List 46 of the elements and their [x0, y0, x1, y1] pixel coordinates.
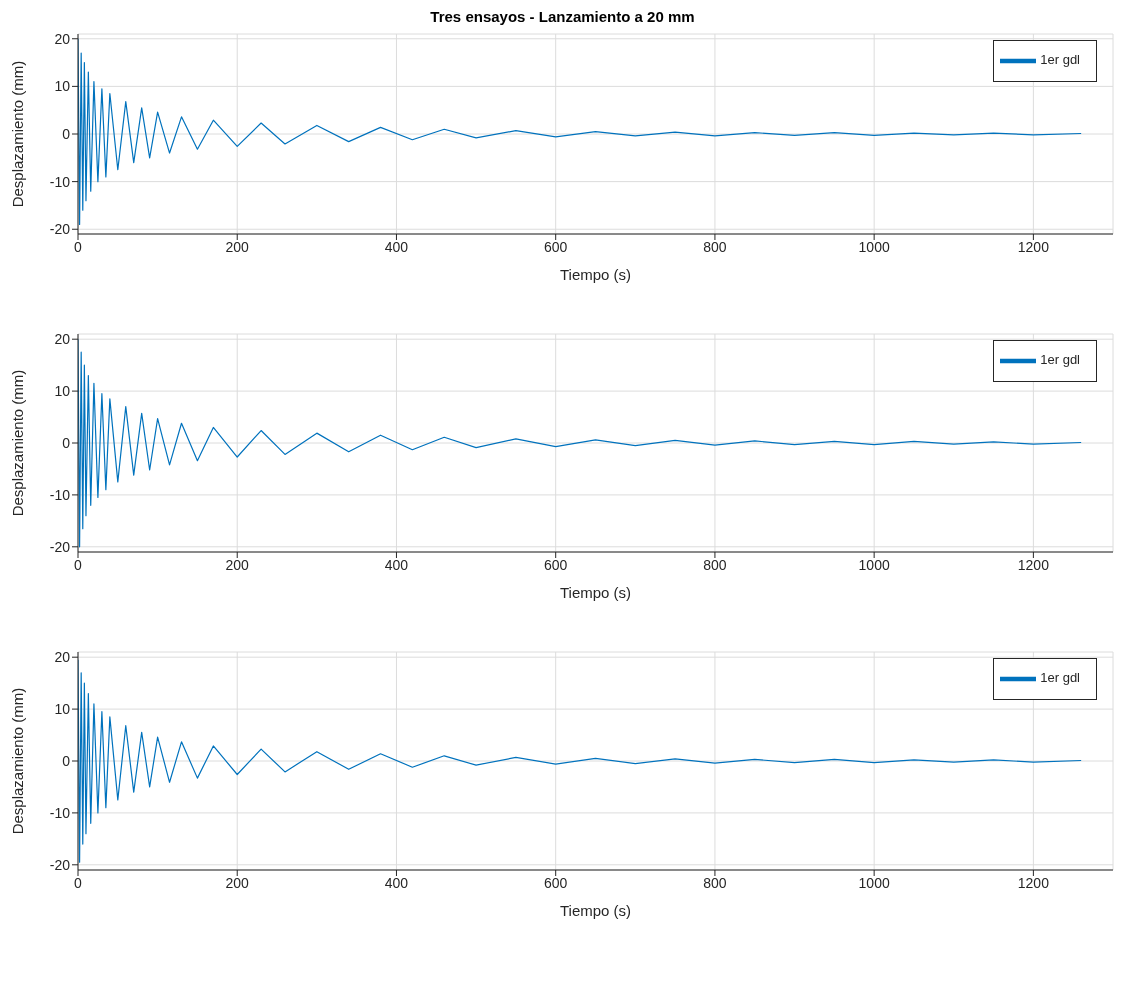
x-tick-label: 800 — [703, 238, 727, 255]
x-tick-label: 1200 — [1017, 238, 1050, 255]
x-axis-title: Tiempo (s) — [559, 902, 632, 919]
y-tick-label: 0 — [62, 125, 71, 142]
y-axis-title: Desplazamiento (mm) — [9, 60, 27, 208]
x-tick-label: 600 — [544, 556, 568, 573]
chart-title: Tres ensayos - Lanzamiento a 20 mm — [429, 8, 696, 27]
x-tick-label: 1200 — [1017, 874, 1050, 891]
y-tick-label: 20 — [54, 30, 71, 47]
x-tick-label: 800 — [703, 874, 727, 891]
x-axis-title: Tiempo (s) — [559, 266, 632, 283]
legend-label: 1er gdl — [1040, 352, 1080, 368]
y-tick-label: 0 — [62, 752, 71, 769]
y-tick-label: -20 — [49, 221, 71, 238]
x-tick-label: 400 — [384, 238, 409, 255]
x-tick-label: 200 — [225, 556, 250, 573]
legend-label: 1er gdl — [1040, 670, 1080, 686]
x-tick-label: 800 — [703, 556, 727, 573]
x-tick-label: 600 — [544, 874, 568, 891]
x-tick-label: 600 — [544, 238, 568, 255]
y-tick-label: 20 — [54, 649, 71, 666]
x-tick-label: 400 — [384, 556, 409, 573]
x-tick-label: 1000 — [858, 556, 890, 573]
y-tick-label: -10 — [49, 486, 71, 503]
x-tick-label: 200 — [225, 238, 250, 255]
legend-label: 1er gdl — [1040, 52, 1080, 68]
y-tick-label: 0 — [62, 434, 71, 451]
x-axis-title: Tiempo (s) — [559, 584, 632, 601]
x-tick-label: 0 — [74, 874, 83, 891]
x-tick-label: 400 — [384, 874, 409, 891]
y-tick-label: 10 — [54, 78, 71, 95]
y-tick-label: -10 — [49, 173, 71, 190]
y-tick-label: -20 — [49, 538, 71, 555]
y-tick-label: 20 — [54, 331, 71, 348]
x-tick-label: 0 — [74, 556, 83, 573]
y-tick-label: -20 — [49, 856, 71, 873]
y-axis-title: Desplazamiento (mm) — [9, 369, 27, 517]
x-tick-label: 0 — [74, 238, 83, 255]
x-tick-label: 1000 — [858, 238, 890, 255]
x-tick-label: 1000 — [858, 874, 890, 891]
x-tick-label: 1200 — [1017, 556, 1050, 573]
x-tick-label: 200 — [225, 874, 250, 891]
y-axis-title: Desplazamiento (mm) — [9, 687, 27, 835]
y-tick-label: -10 — [49, 804, 71, 821]
y-tick-label: 10 — [54, 383, 71, 400]
y-tick-label: 10 — [54, 701, 71, 718]
